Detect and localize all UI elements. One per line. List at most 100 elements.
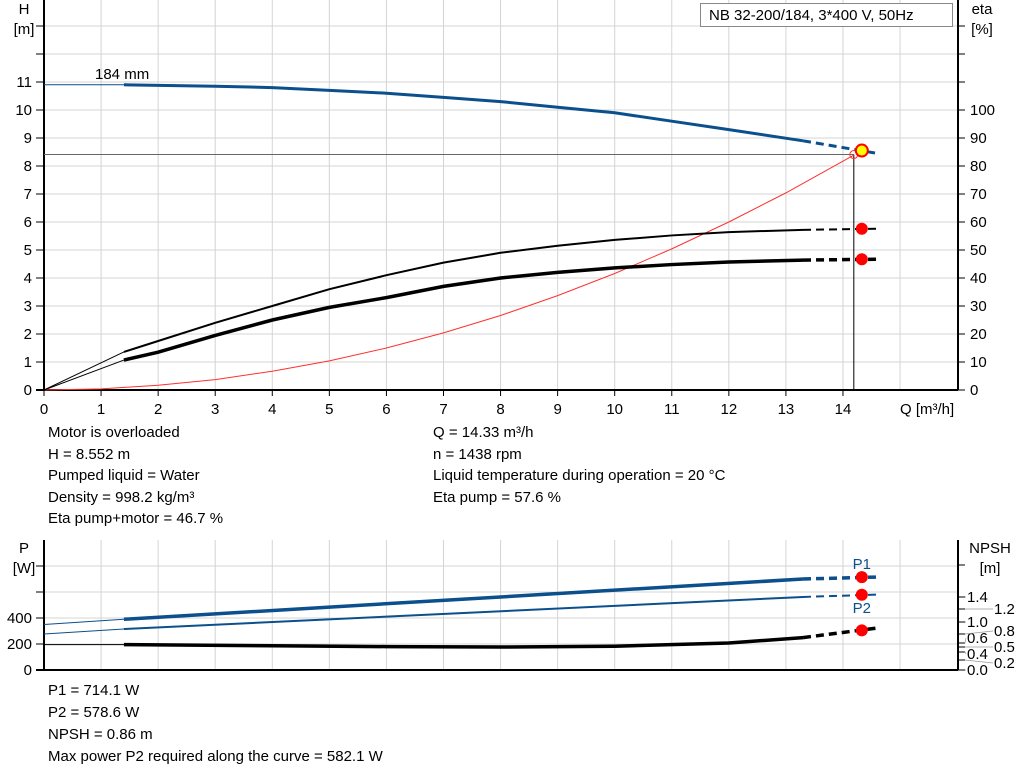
npsh-tick-leader	[964, 659, 994, 664]
x-tick-label: 9	[553, 401, 561, 418]
info-p2: P2 = 578.6 W	[48, 704, 140, 721]
x-tick-label: 4	[268, 401, 276, 418]
y-axis-label: H	[19, 1, 30, 18]
head-curve-label: 184 mm	[95, 66, 149, 83]
y2-tick-label: 10	[970, 354, 987, 371]
x-tick-label: 1	[97, 401, 105, 418]
x-tick-label: 14	[835, 401, 852, 418]
eta-pump-curve	[123, 228, 804, 353]
y2-tick-label: 60	[970, 214, 987, 231]
p1-marker	[855, 571, 868, 584]
y2-tick-label: 30	[970, 298, 987, 315]
info-flow: Q = 14.33 m³/h	[433, 424, 534, 441]
npsh-tick-label: 0.4	[967, 646, 988, 663]
p2-label: P2	[853, 600, 871, 617]
p1-label: P1	[853, 556, 871, 573]
npsh-tick-label: 1.4	[967, 589, 988, 606]
y-tick-label: 5	[24, 242, 32, 259]
y2-tick-label: 70	[970, 186, 987, 203]
npsh-tick-label: 0.5	[994, 639, 1015, 656]
y-tick-label: 8	[24, 158, 32, 175]
npsh-tick-leader	[964, 630, 994, 635]
x-tick-label: 6	[382, 401, 390, 418]
npsh-tick-label: 1.2	[994, 601, 1015, 618]
y2-tick-label: 40	[970, 270, 987, 287]
eta-pump-curve-extension	[43, 351, 125, 391]
info-npsh: NPSH = 0.86 m	[48, 726, 153, 743]
y-axis-unit: [m]	[14, 21, 35, 38]
info-speed: n = 1438 rpm	[433, 446, 522, 463]
info-eta-pump-motor: Eta pump+motor = 46.7 %	[48, 510, 224, 527]
y-tick-label: 9	[24, 130, 32, 147]
head-curve	[123, 83, 804, 143]
x-tick-label: 13	[778, 401, 795, 418]
info-head: H = 8.552 m	[48, 446, 131, 463]
eta-pump-marker	[855, 222, 868, 235]
info-max-power: Max power P2 required along the curve = …	[48, 748, 383, 765]
info-density: Density = 998.2 kg/m³	[48, 489, 195, 506]
y-tick-label: 1	[24, 354, 32, 371]
info-liquid: Pumped liquid = Water	[48, 467, 200, 484]
npsh-tick-label: 0.6	[967, 630, 988, 647]
system-curve	[43, 154, 855, 391]
x-tick-label: 0	[40, 401, 48, 418]
duty-point-marker	[854, 143, 869, 158]
y2-tick-label: 50	[970, 242, 987, 259]
npsh-tick-leader	[964, 637, 967, 644]
info-motor-status: Motor is overloaded	[48, 424, 180, 441]
x-tick-label: 11	[664, 401, 680, 418]
x-tick-label: 3	[211, 401, 219, 418]
x-tick-label: 2	[154, 401, 162, 418]
y2-tick-label: 80	[970, 158, 987, 175]
npsh-curve	[123, 635, 804, 649]
p1-curve	[123, 577, 804, 622]
y-tick-label: 4	[24, 270, 32, 287]
x-tick-label: 7	[439, 401, 447, 418]
x-tick-label: 8	[496, 401, 504, 418]
eta-pump-motor-curve-extension	[43, 359, 125, 391]
legend-box: NB 32-200/184, 3*400 V, 50Hz	[700, 3, 953, 27]
x-axis-label: Q [m³/h]	[900, 401, 954, 418]
p-tick-label: 400	[7, 610, 32, 627]
npsh-marker	[855, 624, 868, 637]
npsh-tick-label: 1.0	[967, 614, 988, 631]
y-tick-label: 0	[24, 382, 32, 399]
eta-pump-motor-marker	[855, 253, 868, 266]
x-tick-label: 5	[325, 401, 333, 418]
info-p1: P1 = 714.1 W	[48, 682, 140, 699]
info-temperature: Liquid temperature during operation = 20…	[433, 467, 726, 484]
y2-tick-label: 90	[970, 130, 987, 147]
p-tick-label: 200	[7, 636, 32, 653]
npsh-tick-leader	[964, 651, 967, 655]
y-tick-label: 7	[24, 186, 32, 203]
npsh-axis-label: NPSH	[969, 540, 1011, 557]
p2-curve	[123, 595, 804, 631]
y-tick-label: 11	[16, 74, 32, 91]
y2-tick-label: 100	[970, 102, 995, 119]
p1-curve-extension	[43, 618, 124, 625]
p2-curve-extension	[43, 628, 124, 635]
x-tick-label: 12	[720, 401, 737, 418]
y2-axis-unit: [%]	[971, 21, 993, 38]
npsh-tick-label: 0.0	[967, 662, 988, 679]
eta-pump-motor-curve	[123, 258, 804, 362]
npsh-tick-label: 0.8	[994, 623, 1015, 640]
y-tick-label: 10	[15, 102, 32, 119]
info-eta-pump: Eta pump = 57.6 %	[433, 489, 561, 506]
npsh-tick-label: 0.2	[994, 655, 1015, 672]
p-tick-label: 0	[24, 662, 32, 679]
p2-marker	[855, 588, 868, 601]
npsh-axis-unit: [m]	[980, 560, 1001, 577]
x-tick-label: 10	[606, 401, 623, 418]
p-axis-unit: [W]	[13, 560, 36, 577]
y2-tick-label: 0	[970, 382, 978, 399]
y2-axis-label: eta	[972, 1, 994, 18]
y-tick-label: 3	[24, 298, 32, 315]
p-axis-label: P	[19, 540, 29, 557]
y-tick-label: 6	[24, 214, 32, 231]
y2-tick-label: 20	[970, 326, 987, 343]
y-tick-label: 2	[24, 326, 32, 343]
